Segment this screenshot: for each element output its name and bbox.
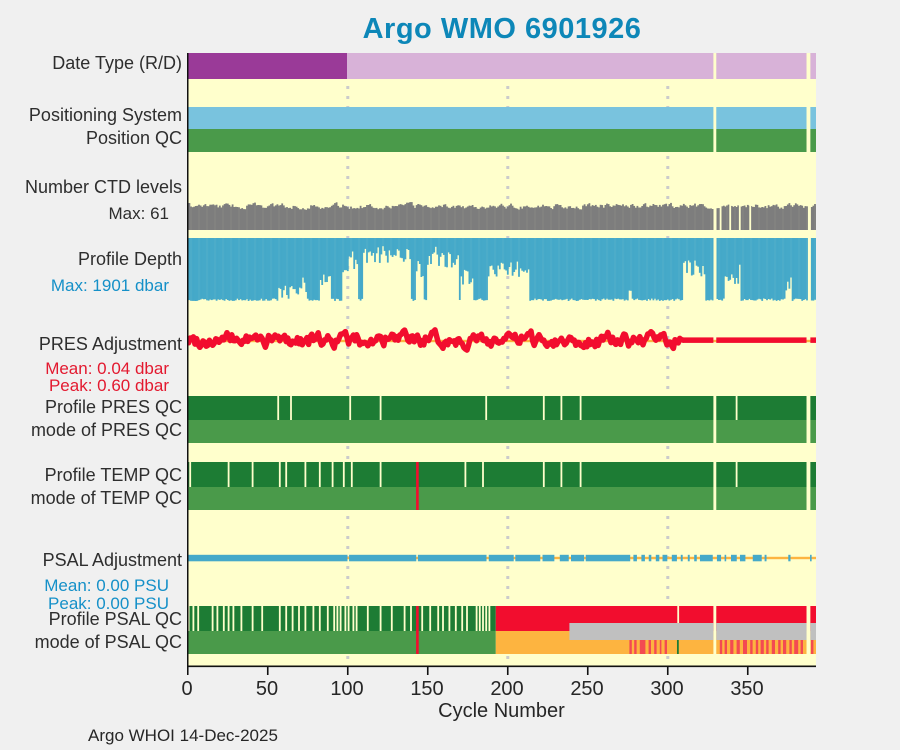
x-tick-label-350: 350 (730, 678, 764, 700)
x-tick-label-100: 100 (330, 678, 364, 700)
row-label-peak-0-60-dbar: Peak: 0.60 dbar (48, 375, 169, 395)
row-label-number-ctd-levels: Number CTD levels (24, 177, 182, 197)
band-position-qc (187, 129, 816, 152)
band-number-ctd-levels (187, 202, 816, 230)
row-label-max-1901-dbar: Max: 1901 dbar (50, 275, 169, 295)
row-label-mean-0-04-dbar: Mean: 0.04 dbar (45, 358, 169, 378)
band-psal-greylist-band (569, 623, 816, 640)
row-label-profile-temp-qc: Profile TEMP QC (44, 465, 182, 485)
plot-area (187, 53, 816, 675)
band-positioning-system (187, 107, 816, 129)
row-label-positioning-system: Positioning System (28, 105, 182, 125)
chart-title: Argo WMO 6901926 (362, 13, 642, 45)
row-label-mode-of-pres-qc: mode of PRES QC (30, 420, 182, 440)
band-profile-temp-qc (187, 462, 816, 487)
row-label-max-61: Max: 61 (108, 203, 169, 223)
row-label-position-qc: Position QC (85, 128, 182, 148)
band-date-type (187, 53, 816, 79)
row-label-profile-depth: Profile Depth (77, 249, 182, 269)
x-tick-label-250: 250 (570, 678, 604, 700)
x-tick-label-300: 300 (650, 678, 684, 700)
band-profile-pres-qc (187, 396, 816, 420)
row-label-mode-of-psal-qc: mode of PSAL QC (34, 632, 182, 652)
row-label-pres-adjustment: PRES Adjustment (38, 334, 182, 354)
row-label-psal-adjustment: PSAL Adjustment (42, 550, 182, 570)
row-label-date-type-r-d-: Date Type (R/D) (52, 53, 182, 73)
row-label-mode-of-temp-qc: mode of TEMP QC (30, 488, 182, 508)
band-mode-of-pres-qc (187, 420, 816, 443)
band-psal-adjustment (187, 554, 816, 562)
x-tick-label-0: 0 (181, 678, 193, 700)
x-axis-title: Cycle Number (438, 700, 565, 722)
row-label-peak-0-00-psu: Peak: 0.00 PSU (48, 593, 169, 613)
x-tick-label-150: 150 (410, 678, 444, 700)
band-profile-depth (187, 238, 816, 301)
footer-text: Argo WHOI 14-Dec-2025 (88, 726, 278, 745)
row-label-profile-pres-qc: Profile PRES QC (44, 397, 182, 417)
row-label-profile-psal-qc: Profile PSAL QC (48, 609, 182, 629)
x-tick-label-50: 50 (255, 678, 279, 700)
x-tick-label-200: 200 (490, 678, 524, 700)
band-mode-of-temp-qc (187, 487, 816, 510)
band-pres-adjustment (187, 327, 816, 353)
row-label-mean-0-00-psu: Mean: 0.00 PSU (44, 575, 169, 595)
